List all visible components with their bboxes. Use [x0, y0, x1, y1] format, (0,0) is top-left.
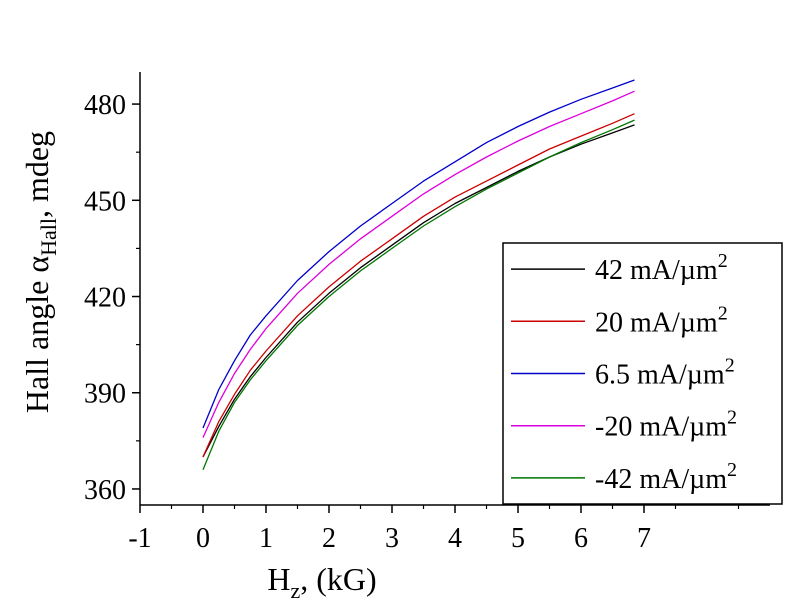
y-tick-label: 450 [84, 186, 126, 217]
y-tick-label: 420 [84, 283, 126, 314]
y-tick-label: 480 [84, 90, 126, 121]
legend-label: 42 mA/µm2 [595, 250, 728, 286]
series-line-4 [202, 90, 635, 438]
series-layer [202, 79, 635, 470]
legend-label: 20 mA/µm2 [595, 302, 728, 338]
legend-label: 6.5 mA/µm2 [595, 355, 735, 391]
series-line-2 [202, 113, 635, 458]
legend: 42 mA/µm2 20 mA/µm2 6.5 mA/µm2 -20 mA/µm2 -4… [502, 242, 783, 505]
y-axis-title: Hall angle αHall, mdeg [19, 131, 61, 413]
x-tick-label: 3 [385, 523, 399, 554]
legend-label: -20 mA/µm2 [595, 407, 737, 443]
series-line-5 [202, 119, 635, 470]
x-tick-label: 7 [637, 523, 651, 554]
x-tick-label: -1 [128, 523, 151, 554]
x-axis-title: Hz, (kG) [267, 561, 376, 603]
x-tick-label: 0 [196, 523, 210, 554]
y-tick-label: 360 [84, 475, 126, 506]
x-tick-label: 5 [511, 523, 525, 554]
y-tick-label: 390 [84, 379, 126, 410]
x-tick-label: 4 [448, 523, 462, 554]
legend-label: -42 mA/µm2 [595, 459, 737, 495]
x-tick-label: 6 [574, 523, 588, 554]
series-line-3 [202, 79, 635, 429]
axes: 360 390 420 450 480 -1 0 1 2 3 4 5 6 7 [84, 72, 770, 554]
x-tick-label: 2 [322, 523, 336, 554]
x-tick-label: 1 [259, 523, 273, 554]
